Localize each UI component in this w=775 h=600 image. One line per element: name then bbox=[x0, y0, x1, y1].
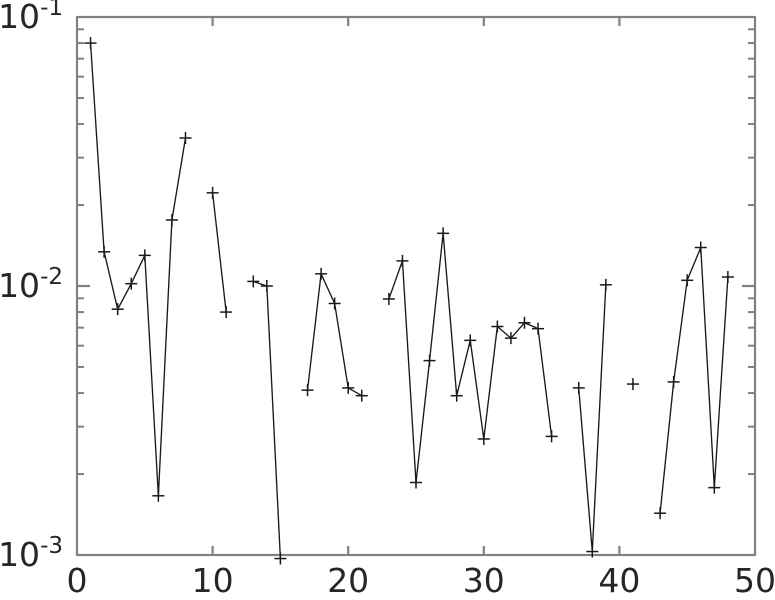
x-tick-label: 10 bbox=[192, 561, 234, 600]
y-tick-label: 10-3 bbox=[0, 533, 63, 574]
x-tick-label: 50 bbox=[734, 561, 775, 600]
x-tick-label: 30 bbox=[463, 561, 505, 600]
y-axis-minor-ticks bbox=[77, 28, 755, 476]
data-series-line bbox=[89, 42, 729, 560]
y-tick-label: 10-1 bbox=[0, 0, 63, 36]
x-tick-label: 0 bbox=[67, 561, 88, 600]
y-axis-tick-labels: 10-1 10-2 10-3 bbox=[0, 0, 63, 574]
x-tick-label: 40 bbox=[598, 561, 640, 600]
x-axis-ticks bbox=[211, 17, 621, 555]
x-tick-label: 20 bbox=[327, 561, 369, 600]
data-series-markers bbox=[84, 37, 734, 565]
y-tick-label: 10-2 bbox=[0, 264, 63, 305]
x-axis-tick-labels: 0 10 20 30 40 50 bbox=[67, 561, 775, 600]
